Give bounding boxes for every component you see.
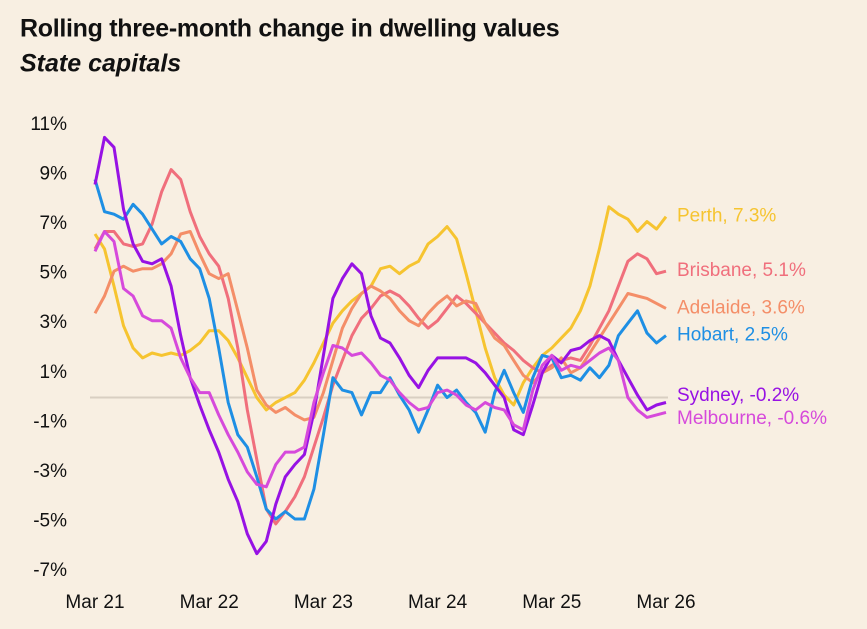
lines: [93, 135, 668, 556]
x-tick-label: Mar 26: [636, 592, 695, 613]
series-label: Brisbane, 5.1%: [677, 260, 806, 281]
y-tick-label: -3%: [33, 461, 67, 482]
axes: 11% 9% 7% 5% 3% 1% -1% -3% -5% -7% Mar 21 Mar 22 Mar…: [30, 114, 695, 613]
series-line: [93, 168, 667, 526]
chart-subtitle: State capitals: [20, 50, 181, 78]
x-tick-label: Mar 23: [294, 592, 353, 613]
y-tick-label: 1%: [40, 362, 68, 383]
y-tick-label: 3%: [40, 312, 68, 333]
x-tick-label: Mar 21: [65, 592, 124, 613]
y-tick-label: -1%: [33, 411, 67, 432]
x-tick-label: Mar 25: [522, 592, 581, 613]
y-tick-label: -5%: [33, 510, 67, 531]
series-label: Sydney, -0.2%: [677, 385, 799, 406]
y-tick-label: 11%: [30, 114, 67, 135]
x-tick-label: Mar 22: [180, 592, 239, 613]
series-label: Hobart, 2.5%: [677, 325, 788, 346]
series-line: [93, 230, 667, 422]
y-tick-label: 7%: [40, 213, 68, 234]
series-line: [93, 205, 668, 412]
end-labels: Perth, 7.3% Brisbane, 5.1% Adelaide, 3.6% H…: [677, 206, 827, 429]
series-label: Adelaide, 3.6%: [677, 297, 805, 318]
y-tick-label: -7%: [33, 560, 67, 581]
series-line: [93, 230, 667, 489]
series-label: Perth, 7.3%: [677, 206, 776, 227]
x-tick-label: Mar 24: [408, 592, 468, 613]
y-tick-label: 9%: [40, 164, 68, 185]
series-label: Melbourne, -0.6%: [677, 408, 827, 429]
series-line: [93, 179, 667, 521]
y-tick-label: 5%: [40, 263, 68, 284]
chart-title: Rolling three-month change in dwelling v…: [20, 15, 559, 43]
